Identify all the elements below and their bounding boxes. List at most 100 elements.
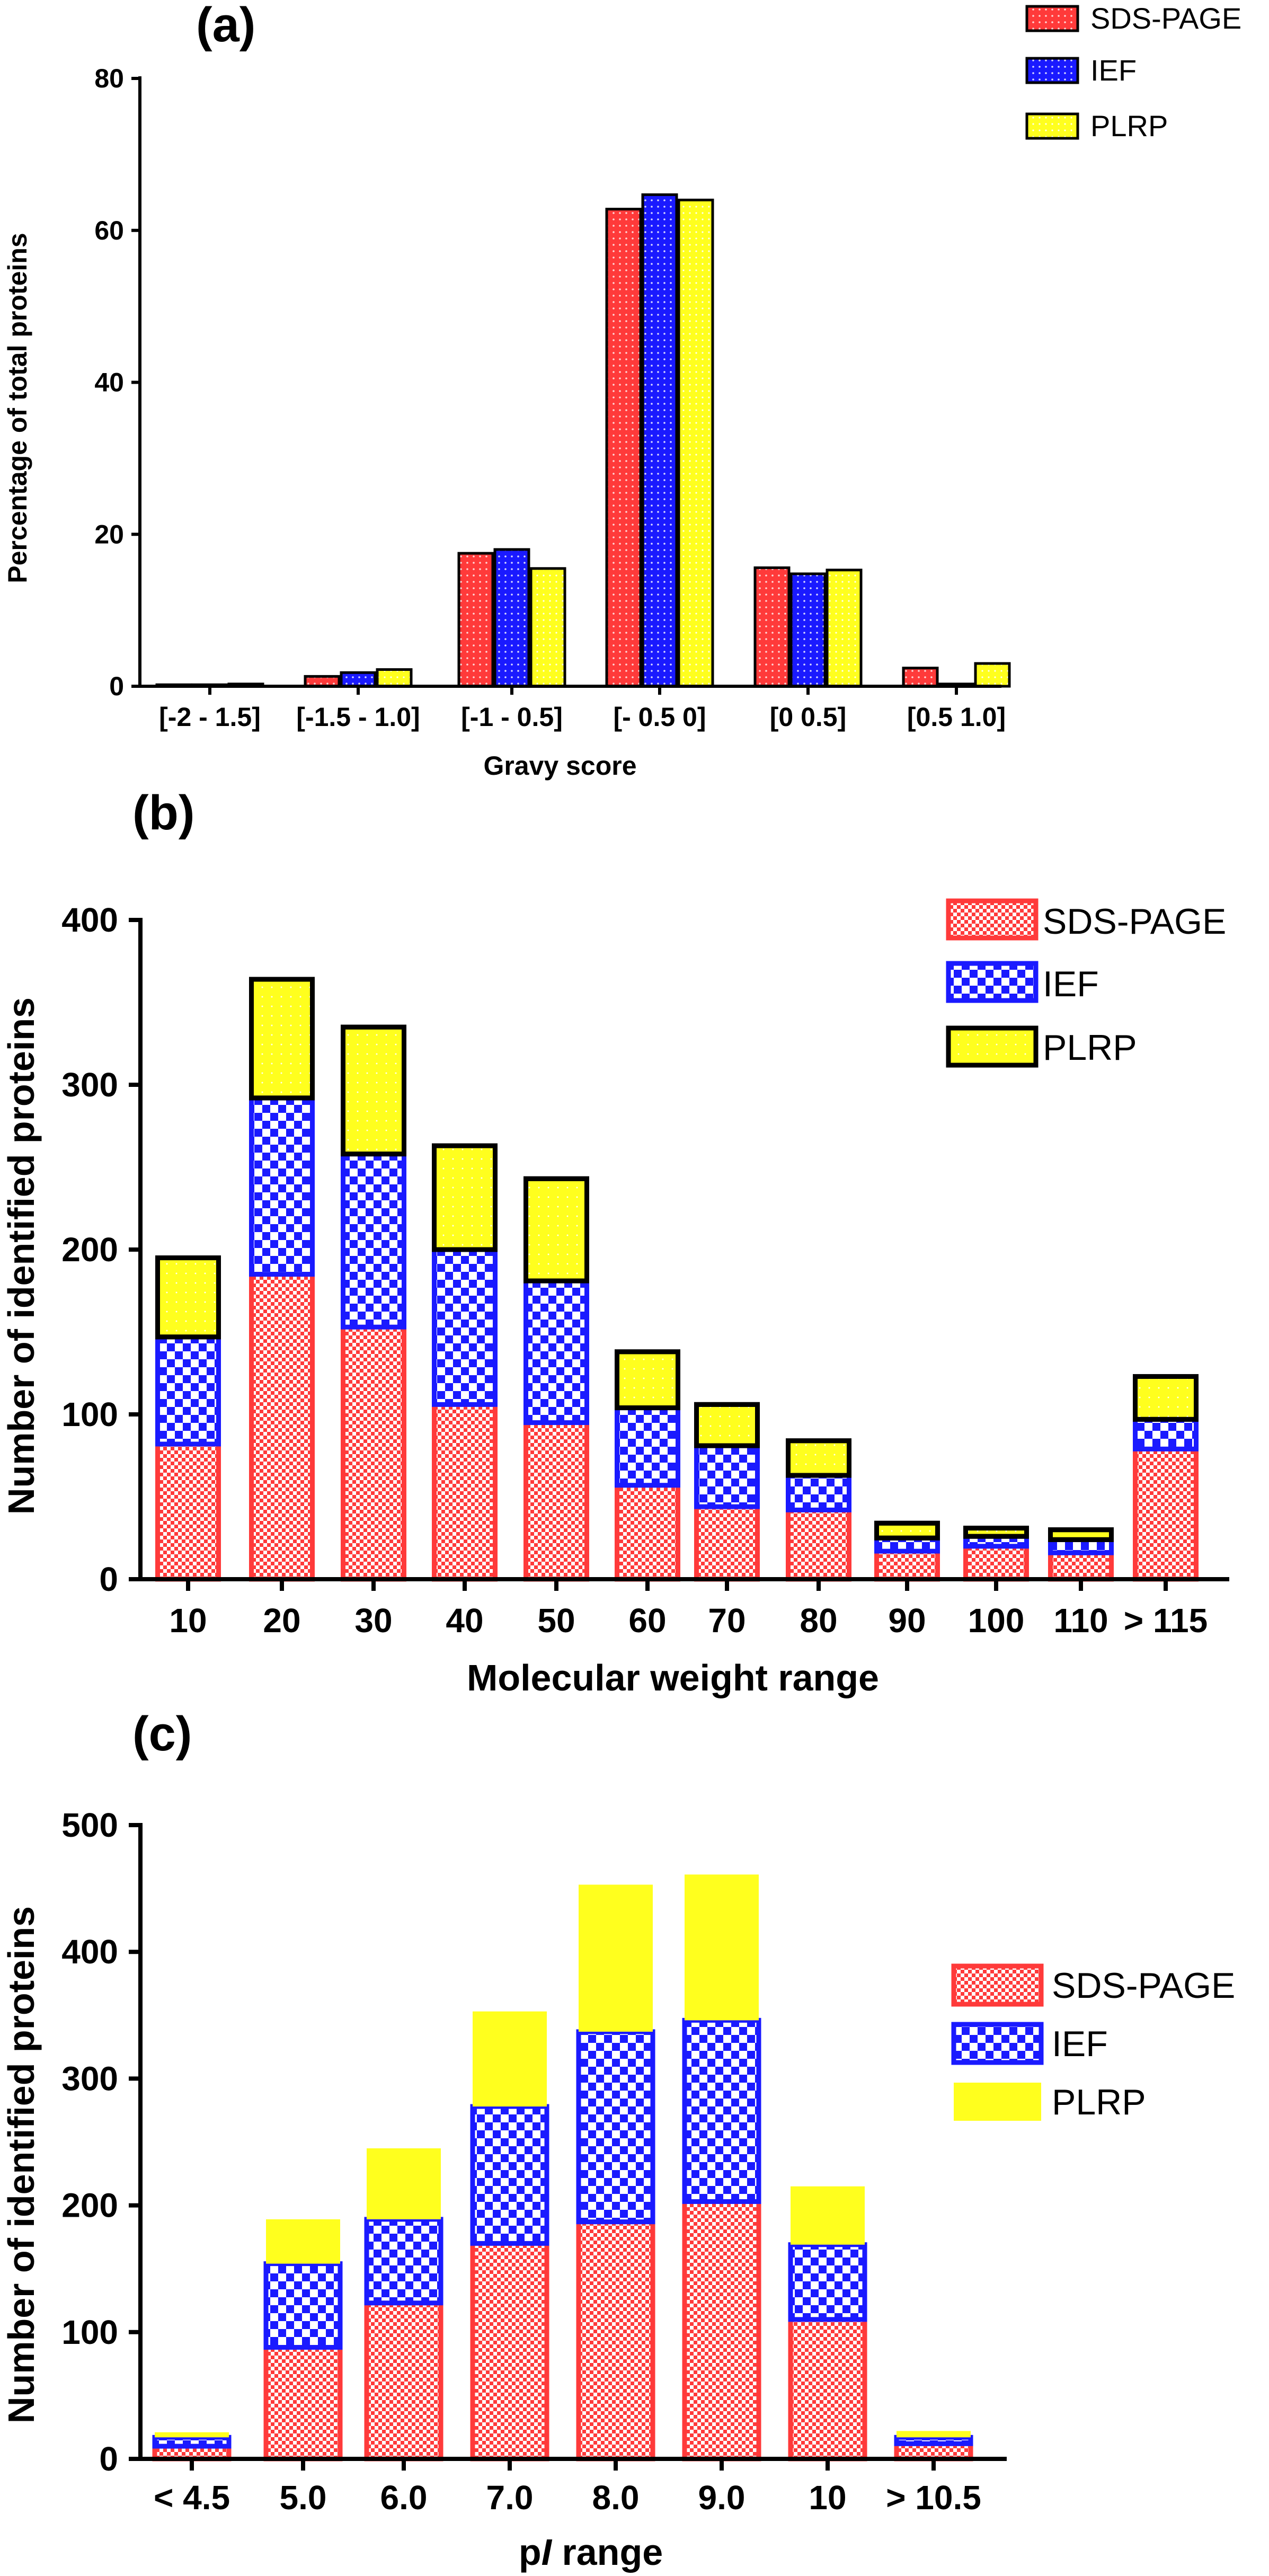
x-tick-label: [-1 - 0.5] <box>461 702 563 732</box>
x-tick-label: 7.0 <box>486 2478 534 2517</box>
panel-c-legend: SDS-PAGE IEF PLRP <box>951 1963 1235 2122</box>
x-tick-label: 5.0 <box>280 2478 327 2517</box>
x-tick-label: < 4.5 <box>154 2478 230 2517</box>
y-tick-label: 500 <box>61 1806 118 1844</box>
panel-a-bars <box>155 193 1011 688</box>
panel-b-x-axis-title: Molecular weight range <box>467 1657 879 1698</box>
panel-a-legend: SDS-PAGE IEF PLRP <box>1025 2 1241 143</box>
y-tick-label: 300 <box>61 2059 118 2097</box>
bar-outline-9 <box>963 1526 1029 1539</box>
x-tick-label: 90 <box>888 1601 926 1640</box>
bar-outline-6 <box>694 1402 760 1448</box>
x-tick-label: > 115 <box>1124 1601 1208 1640</box>
bar-sds-3 <box>470 2241 549 2462</box>
bar-plrp-11 <box>1133 1374 1199 1422</box>
bar-plrp-3 <box>677 198 714 688</box>
panel-a-y-axis-title: Percentage of total proteins <box>3 233 32 583</box>
bar-ief-0 <box>155 1334 221 1447</box>
panel-c-x-axis-title: pI range <box>519 2531 663 2573</box>
legend-a-plrp-label: PLRP <box>1090 109 1168 143</box>
bar-outline-4 <box>523 1176 589 1283</box>
bar-ief-11 <box>1133 1417 1199 1451</box>
bar-ief-1 <box>340 671 377 688</box>
x-tick-label: [0 0.5] <box>770 702 847 732</box>
legend-a-sds-swatch <box>1025 5 1079 32</box>
bar-plrp-5 <box>615 1349 680 1411</box>
legend-c-ief-label: IEF <box>1052 2024 1108 2064</box>
x-tick-label: 70 <box>708 1601 746 1640</box>
bar-outline-7 <box>786 1438 851 1478</box>
bar-ief-7 <box>786 1473 851 1512</box>
bar-ief-4 <box>789 572 827 688</box>
legend-c-sds-label: SDS-PAGE <box>1052 1966 1235 2006</box>
y-tick-label: 400 <box>61 901 118 939</box>
bar-sds-5 <box>615 1483 680 1582</box>
bar-ief-0 <box>152 2435 232 2449</box>
panel-b-legend: SDS-PAGE IEF PLRP <box>946 898 1226 1068</box>
bar-plrp-4 <box>523 1176 589 1283</box>
y-tick-label: 100 <box>61 1395 118 1433</box>
y-tick-label: 0 <box>99 1560 118 1598</box>
y-tick-label: 20 <box>94 519 124 549</box>
x-tick-label: [-2 - 1.5] <box>159 702 261 732</box>
bar-plrp-3 <box>473 2011 547 2107</box>
bar-ief-3 <box>470 2104 549 2246</box>
bar-ief-3 <box>641 193 678 688</box>
legend-b-ief-swatch <box>946 961 1039 1003</box>
y-tick-label: 80 <box>94 64 124 93</box>
legend-b-ief-label: IEF <box>1043 964 1099 1004</box>
bar-ief-2 <box>341 1152 406 1330</box>
bar-plrp-2 <box>367 2148 441 2219</box>
panel-a-label: (a) <box>196 0 255 52</box>
bar-sds-7 <box>786 1507 851 1582</box>
legend-c-plrp-label: PLRP <box>1052 2082 1146 2122</box>
legend-b-plrp-swatch <box>946 1025 1039 1068</box>
y-tick-label: 200 <box>61 2186 118 2225</box>
legend-a-ief-swatch <box>1025 57 1079 84</box>
panel-c-x-axis-title-prefix: p <box>519 2531 542 2573</box>
bar-plrp-1 <box>249 977 315 1101</box>
bar-plrp-3 <box>432 1143 498 1252</box>
legend-a-plrp-swatch <box>1025 112 1079 140</box>
bar-sds-0 <box>155 1441 221 1582</box>
bar-sds-2 <box>457 552 494 688</box>
panel-a-axes: 0 20 40 60 80 [-2 - 1.5] [-1.5 - 1.0] [-1 - 0.5… <box>94 64 1006 732</box>
bar-plrp-1 <box>266 2219 340 2264</box>
bar-ief-5 <box>615 1405 680 1488</box>
bar-ief-7 <box>894 2435 973 2446</box>
bar-ief-4 <box>523 1278 589 1426</box>
bar-plrp-5 <box>974 662 1011 688</box>
legend-c-plrp-swatch <box>954 2083 1041 2121</box>
y-tick-label: 0 <box>109 671 124 701</box>
bar-plrp-7 <box>786 1438 851 1478</box>
x-tick-label: 80 <box>800 1601 837 1640</box>
bar-outline-5 <box>615 1349 680 1411</box>
bar-sds-9 <box>963 1544 1029 1582</box>
bar-ief-1 <box>263 2261 343 2350</box>
bar-plrp-5 <box>685 1874 759 2021</box>
panel-b-molecular-weight-chart: (b) 0 100 200 300 400 10 20 30 40 50 60 70 80 90 100 11… <box>1 786 1229 1698</box>
x-tick-label: 9.0 <box>698 2478 746 2517</box>
bar-sds-10 <box>1048 1550 1114 1582</box>
bar-ief-2 <box>364 2217 443 2306</box>
bar-sds-5 <box>682 2199 761 2462</box>
legend-c-ief-swatch <box>951 2022 1044 2065</box>
bar-sds-2 <box>364 2300 443 2462</box>
bar-outline-3 <box>432 1143 498 1252</box>
bar-sds-5 <box>902 667 939 688</box>
panel-b-bars <box>155 977 1199 1582</box>
bar-ief-2 <box>493 548 530 688</box>
bar-sds-3 <box>605 208 642 688</box>
x-tick-label: [-1.5 - 1.0] <box>296 702 420 732</box>
panel-b-axes: 0 100 200 300 400 10 20 30 40 50 60 70 80 90 100 110 > 1… <box>61 901 1229 1640</box>
bar-sds-4 <box>753 566 791 688</box>
x-tick-label: 10 <box>169 1601 207 1640</box>
bar-plrp-4 <box>579 1884 653 2032</box>
legend-b-sds-swatch <box>946 898 1039 941</box>
bar-plrp-0 <box>155 1255 221 1340</box>
panel-c-bars <box>152 1874 973 2462</box>
bar-ief-1 <box>249 1095 315 1277</box>
bar-sds-6 <box>788 2317 867 2462</box>
x-tick-label: 20 <box>263 1601 300 1640</box>
